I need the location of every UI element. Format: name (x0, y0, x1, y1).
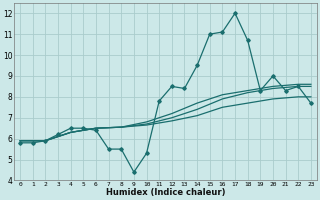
X-axis label: Humidex (Indice chaleur): Humidex (Indice chaleur) (106, 188, 225, 197)
